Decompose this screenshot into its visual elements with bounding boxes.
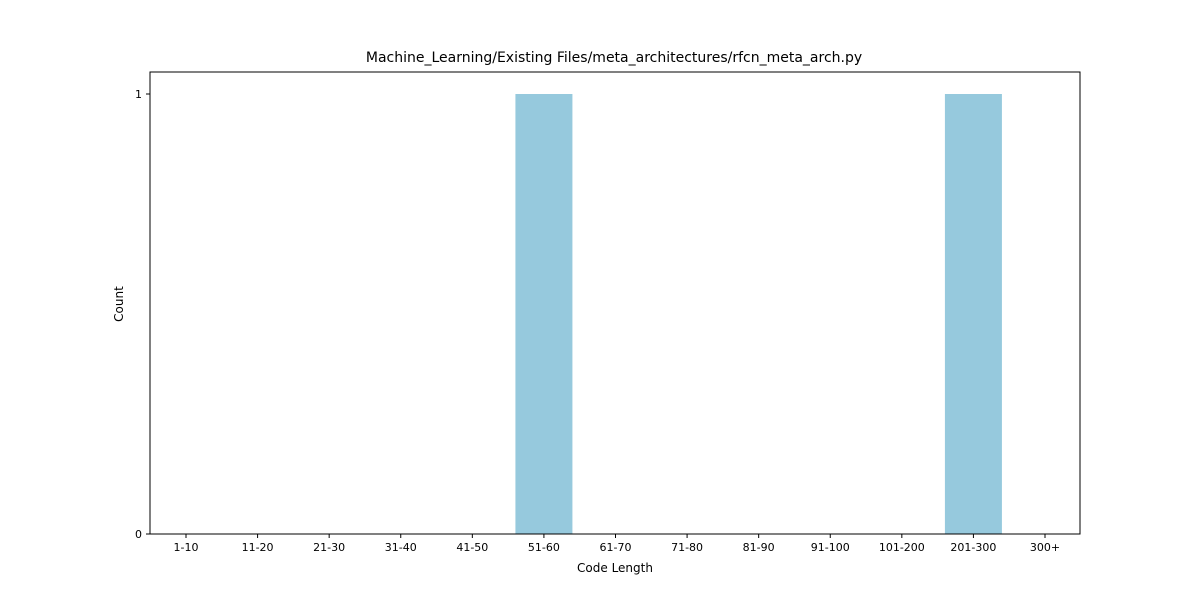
x-tick-label: 201-300 [950, 541, 996, 554]
y-tick-label: 0 [135, 528, 142, 541]
x-tick-label: 21-30 [313, 541, 345, 554]
chart-title: Machine_Learning/Existing Files/meta_arc… [366, 50, 862, 66]
x-axis-ticks: 1-10 11-20 21-30 31-40 41-50 51-60 61-70 71-80 8… [174, 534, 1060, 554]
x-tick-label: 11-20 [242, 541, 274, 554]
bars [515, 94, 1002, 534]
x-tick-label: 41-50 [456, 541, 488, 554]
x-tick-label: 101-200 [879, 541, 925, 554]
bar-201-300 [944, 94, 1002, 534]
y-tick-label: 1 [135, 88, 142, 101]
y-axis-ticks: 01 [135, 88, 150, 541]
x-tick-label: 300+ [1030, 541, 1060, 554]
bar-51-60 [515, 94, 573, 534]
x-tick-label: 81-90 [743, 541, 775, 554]
x-tick-label: 31-40 [385, 541, 417, 554]
plot-frame [149, 71, 1081, 535]
y-axis-label: Count [112, 286, 126, 322]
x-tick-label: 1-10 [174, 541, 199, 554]
x-axis-label: Code Length [577, 561, 653, 575]
x-tick-label: 51-60 [528, 541, 560, 554]
x-tick-label: 71-80 [671, 541, 703, 554]
x-tick-label: 61-70 [600, 541, 632, 554]
x-tick-label: 91-100 [811, 541, 850, 554]
